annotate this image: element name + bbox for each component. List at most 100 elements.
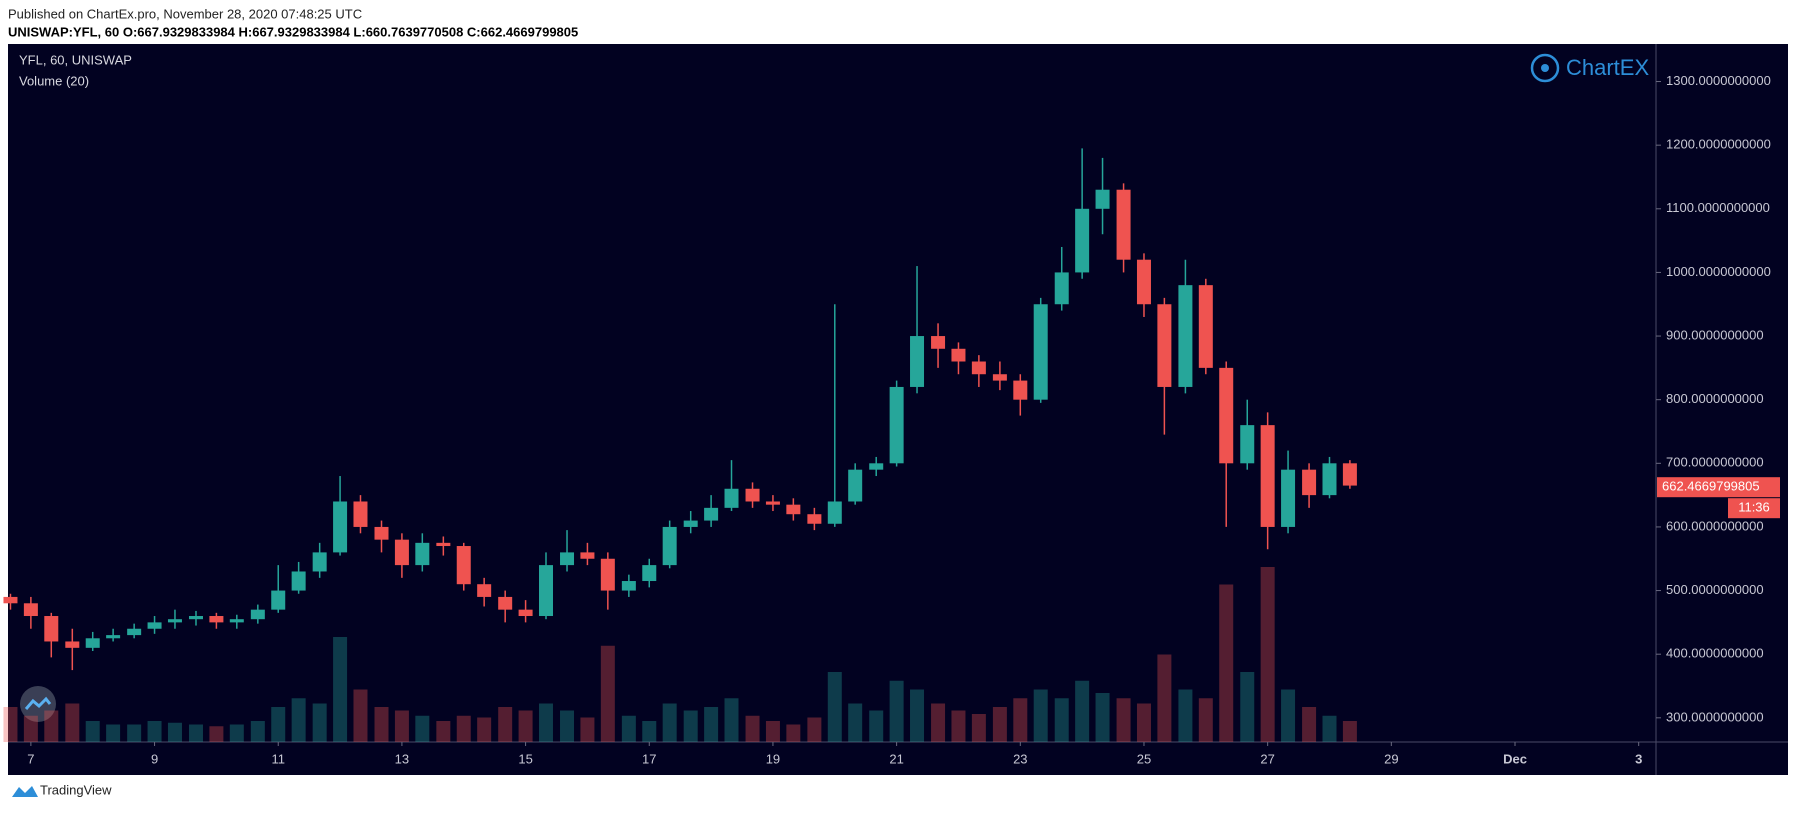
volume-bar bbox=[85, 721, 100, 742]
last-price-label: 662.4669799805 bbox=[1662, 479, 1760, 494]
candle-body bbox=[44, 616, 59, 642]
volume-bar bbox=[167, 722, 182, 742]
tv-badge-icon bbox=[24, 696, 52, 710]
volume-bar bbox=[188, 724, 203, 742]
volume-bar bbox=[127, 724, 142, 742]
volume-bar bbox=[560, 710, 575, 742]
candle-body bbox=[65, 641, 80, 648]
candle-body bbox=[1240, 425, 1255, 464]
candle-body bbox=[1281, 469, 1296, 527]
candle-body bbox=[869, 463, 884, 470]
volume-bar bbox=[1013, 698, 1028, 742]
volume-bar bbox=[477, 717, 492, 742]
candle-body bbox=[229, 619, 244, 623]
volume-bar bbox=[312, 703, 327, 742]
volume-bar bbox=[1054, 698, 1069, 742]
volume-bar bbox=[456, 715, 471, 742]
volume-bar bbox=[580, 717, 595, 742]
volume-bar bbox=[538, 703, 553, 742]
volume-bar bbox=[1095, 693, 1110, 742]
volume-bar bbox=[394, 710, 409, 742]
volume-bar bbox=[910, 689, 925, 742]
x-tick-label: 9 bbox=[151, 751, 158, 766]
candle-body bbox=[621, 581, 636, 591]
y-tick-label: 1300.0000000000 bbox=[1666, 73, 1771, 88]
countdown-box bbox=[1728, 498, 1780, 519]
x-tick-label: 21 bbox=[889, 751, 903, 766]
candle-body bbox=[353, 501, 368, 527]
volume-bar bbox=[436, 721, 451, 742]
volume-bar bbox=[971, 714, 986, 742]
volume-bar bbox=[415, 715, 430, 742]
y-tick-label: 1100.0000000000 bbox=[1666, 200, 1770, 215]
volume-bar bbox=[889, 680, 904, 742]
candle-body bbox=[415, 542, 430, 566]
candle-body bbox=[291, 571, 306, 591]
candle-body bbox=[1075, 208, 1090, 273]
candle-body bbox=[1342, 463, 1357, 486]
candle-body bbox=[23, 603, 38, 617]
candle-body bbox=[167, 619, 182, 623]
volume-bar bbox=[1116, 698, 1131, 742]
candle-body bbox=[188, 616, 203, 620]
footer-brand[interactable]: TradingView bbox=[40, 782, 112, 797]
candle-body bbox=[889, 386, 904, 464]
volume-bar bbox=[518, 710, 533, 742]
x-tick-label: 11 bbox=[271, 751, 285, 766]
candle-body bbox=[250, 609, 265, 620]
volume-bar bbox=[106, 724, 121, 742]
volume-bar bbox=[44, 710, 59, 742]
published-note: Published on ChartEx.pro, November 28, 2… bbox=[8, 6, 362, 21]
volume-bar bbox=[1342, 721, 1357, 742]
symbol-info: UNISWAP:YFL, 60 O:667.9329833984 H:667.9… bbox=[8, 24, 578, 39]
candle-body bbox=[498, 596, 513, 610]
candle-body bbox=[1033, 304, 1048, 400]
volume-bar bbox=[951, 710, 966, 742]
volume-bar bbox=[1322, 715, 1337, 742]
volume-bar bbox=[745, 715, 760, 742]
candle-body bbox=[745, 488, 760, 502]
candle-body bbox=[127, 628, 142, 636]
volume-bar bbox=[250, 721, 265, 742]
candle-body bbox=[312, 552, 327, 572]
y-tick-label: 1200.0000000000 bbox=[1666, 137, 1771, 152]
volume-bar bbox=[1033, 689, 1048, 742]
candle-body bbox=[85, 638, 100, 648]
candle-body bbox=[1198, 285, 1213, 368]
candle-body bbox=[3, 596, 18, 604]
countdown-label: 11:36 bbox=[1738, 500, 1770, 515]
tradingview-icon bbox=[12, 786, 38, 797]
volume-bar bbox=[1157, 654, 1172, 742]
candle-body bbox=[333, 501, 348, 553]
volume-bar bbox=[807, 717, 822, 742]
x-tick-label: 3 bbox=[1635, 751, 1642, 766]
candle-body bbox=[560, 552, 575, 566]
volume-bar bbox=[333, 637, 348, 742]
volume-bar bbox=[291, 698, 306, 742]
candle-body bbox=[147, 622, 162, 629]
volume-bar bbox=[621, 715, 636, 742]
candle-body bbox=[724, 488, 739, 508]
volume-bar bbox=[209, 726, 224, 742]
x-tick-label: 13 bbox=[395, 751, 409, 766]
volume-bar bbox=[229, 724, 244, 742]
y-tick-label: 500.0000000000 bbox=[1666, 582, 1764, 597]
candle-body bbox=[1157, 304, 1172, 387]
candle-body bbox=[807, 514, 822, 524]
x-tick-label: 23 bbox=[1013, 751, 1027, 766]
candle-body bbox=[1013, 380, 1028, 400]
last-price-box bbox=[1657, 477, 1780, 498]
candle-body bbox=[1322, 463, 1337, 496]
candle-body bbox=[662, 526, 677, 566]
y-tick-label: 800.0000000000 bbox=[1666, 391, 1764, 406]
y-tick-label: 1000.0000000000 bbox=[1666, 264, 1771, 279]
x-tick-label: 17 bbox=[642, 751, 656, 766]
candle-body bbox=[1054, 272, 1069, 305]
x-tick-label: Dec bbox=[1503, 751, 1527, 766]
x-tick-label: 25 bbox=[1137, 751, 1151, 766]
candle-body bbox=[642, 565, 657, 582]
candle-body bbox=[1260, 425, 1275, 527]
volume-bar bbox=[271, 707, 286, 742]
x-tick-label: 7 bbox=[27, 751, 34, 766]
x-tick-label: 15 bbox=[518, 751, 532, 766]
